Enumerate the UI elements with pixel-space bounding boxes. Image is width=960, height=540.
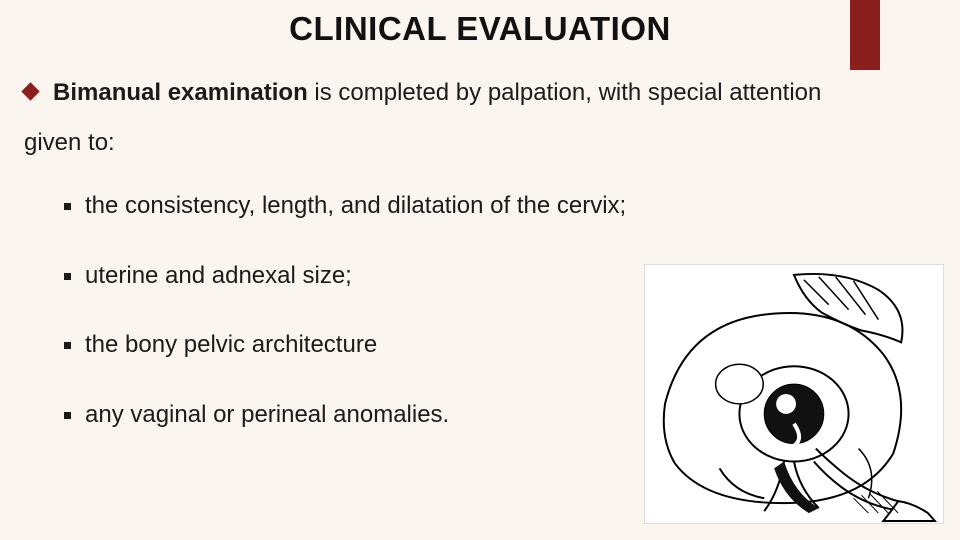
lead-bold: Bimanual examination (53, 79, 308, 106)
bimanual-exam-illustration (644, 264, 944, 524)
list-item-text: the bony pelvic architecture (85, 328, 377, 362)
square-bullet-icon (64, 342, 71, 349)
lead-text: Bimanual examination is completed by pal… (53, 70, 821, 116)
lead-line2: given to: (24, 120, 936, 166)
square-bullet-icon (64, 412, 71, 419)
list-item-text: any vaginal or perineal anomalies. (85, 398, 449, 432)
lead-rest: is completed by palpation, with special … (308, 79, 822, 106)
diamond-bullet-icon (21, 82, 39, 100)
list-item: the consistency, length, and dilatation … (64, 189, 936, 223)
lead-bullet: Bimanual examination is completed by pal… (24, 70, 936, 165)
list-item-text: uterine and adnexal size; (85, 259, 352, 293)
square-bullet-icon (64, 273, 71, 280)
square-bullet-icon (64, 203, 71, 210)
slide-title: CLINICAL EVALUATION (0, 0, 960, 48)
accent-bar (850, 0, 880, 70)
list-item-text: the consistency, length, and dilatation … (85, 189, 626, 223)
